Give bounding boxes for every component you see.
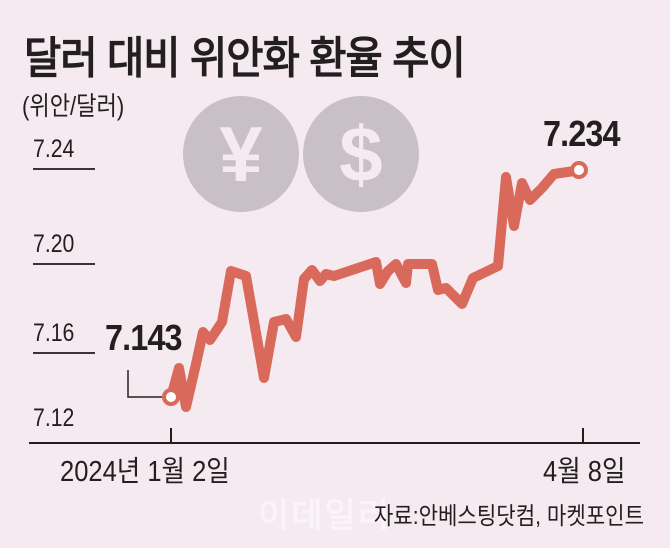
- x-label-end: 4월 8일: [543, 456, 626, 488]
- dollar-coin-icon: $: [303, 96, 419, 212]
- start-point-marker: [162, 388, 180, 406]
- y-tick-7.16: 7.16: [33, 319, 75, 347]
- yuan-glyph: ¥: [219, 109, 263, 198]
- y-axis-unit: (위안/달러): [22, 91, 125, 121]
- source-note: 자료:안베스팅닷컴, 마켓포인트: [373, 503, 644, 530]
- y-gridline-7.24: [33, 168, 95, 170]
- y-tick-7.12: 7.12: [33, 404, 75, 432]
- start-leader-line: [127, 370, 164, 398]
- start-value-label: 7.143: [105, 317, 182, 358]
- x-label-start: 2024년 1월 2일: [60, 456, 230, 488]
- x-tick-end: [582, 428, 584, 442]
- y-tick-7.24: 7.24: [33, 135, 75, 163]
- x-axis: [29, 442, 640, 444]
- watermark: 이데일리: [258, 497, 392, 535]
- y-gridline-7.20: [33, 263, 95, 265]
- x-tick-start: [170, 428, 172, 442]
- y-gridline-7.16: [33, 352, 95, 354]
- exchange-rate-line: [166, 166, 579, 412]
- chart-title: 달러 대비 위안화 환율 추이: [24, 34, 466, 83]
- end-value-label: 7.234: [543, 113, 620, 154]
- y-tick-7.20: 7.20: [33, 230, 75, 258]
- dollar-glyph: $: [339, 109, 383, 198]
- end-point-marker: [570, 161, 588, 179]
- yuan-coin-icon: ¥: [183, 96, 299, 212]
